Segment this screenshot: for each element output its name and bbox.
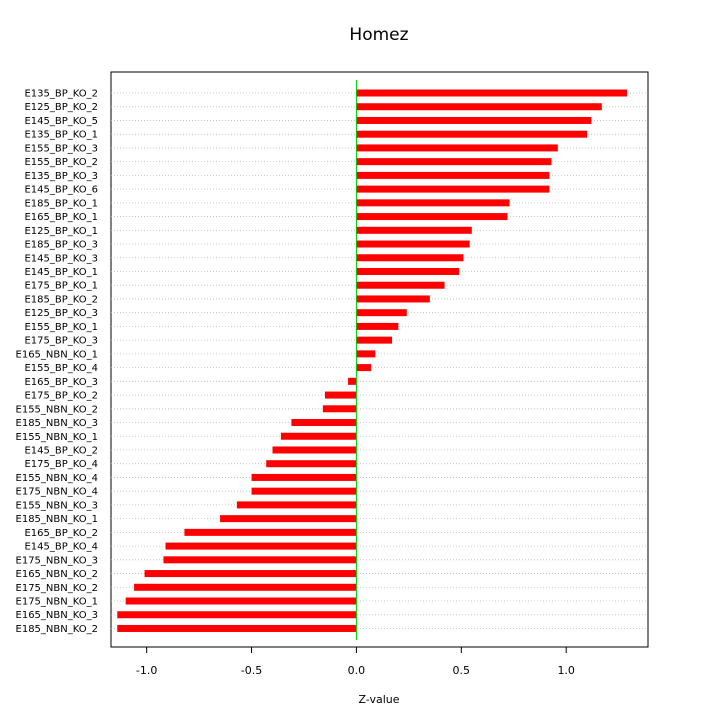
bar xyxy=(251,487,357,495)
x-tick-label: -0.5 xyxy=(241,664,262,677)
x-axis-label: Z-value xyxy=(358,693,399,706)
bar xyxy=(356,130,588,138)
y-tick-label: E145_BP_KO_2 xyxy=(24,445,98,456)
y-tick-label: E155_NBN_KO_3 xyxy=(16,500,98,511)
y-tick-label: E155_NBN_KO_2 xyxy=(16,404,98,415)
x-tick-label: -1.0 xyxy=(136,664,157,677)
y-tick-label: E175_BP_KO_2 xyxy=(24,391,98,402)
bar xyxy=(356,295,430,303)
bar xyxy=(356,240,470,248)
x-tick-label: 1.0 xyxy=(557,664,575,677)
y-tick-label: E175_BP_KO_1 xyxy=(24,281,98,292)
y-tick-label: E185_NBN_KO_2 xyxy=(16,624,98,635)
y-tick-label: E155_NBN_KO_4 xyxy=(16,473,98,484)
bar xyxy=(356,171,550,179)
grid-lines xyxy=(111,92,648,629)
bar xyxy=(356,322,399,330)
bar xyxy=(236,501,357,509)
bar xyxy=(356,158,552,166)
y-tick-label: E145_BP_KO_5 xyxy=(24,116,98,127)
y-tick-label: E125_BP_KO_1 xyxy=(24,226,98,237)
y-tick-label: E175_BP_KO_3 xyxy=(24,336,98,347)
y-tick-label: E155_BP_KO_2 xyxy=(24,157,98,168)
bar xyxy=(251,473,357,481)
y-tick-label: E155_NBN_KO_1 xyxy=(16,432,98,443)
chart-title: Homez xyxy=(349,25,408,45)
x-tick-label: 0.0 xyxy=(348,664,366,677)
bar xyxy=(356,103,602,111)
y-tick-label: E175_NBN_KO_4 xyxy=(16,487,98,498)
bar xyxy=(356,199,510,207)
bar xyxy=(163,556,357,564)
bar xyxy=(356,309,407,317)
bar xyxy=(356,254,464,262)
bars xyxy=(117,89,628,632)
bar xyxy=(322,405,357,413)
y-tick-label: E135_BP_KO_1 xyxy=(24,130,98,141)
bar xyxy=(324,391,357,399)
y-tick-label: E175_NBN_KO_1 xyxy=(16,597,98,608)
y-tick-label: E165_NBN_KO_3 xyxy=(16,610,98,621)
bar xyxy=(356,144,558,152)
bar xyxy=(165,542,357,550)
y-tick-label: E165_NBN_KO_2 xyxy=(16,569,98,580)
y-tick-label: E145_BP_KO_1 xyxy=(24,267,98,278)
bar xyxy=(356,226,472,234)
y-tick-label: E165_BP_KO_2 xyxy=(24,528,98,539)
y-tick-label: E185_NBN_KO_1 xyxy=(16,514,98,525)
y-tick-label: E185_BP_KO_3 xyxy=(24,240,98,251)
bar xyxy=(272,446,357,454)
bar xyxy=(356,116,592,124)
bar xyxy=(356,185,550,193)
bar xyxy=(266,460,357,468)
y-tick-label: E165_NBN_KO_1 xyxy=(16,349,98,360)
y-tick-label: E135_BP_KO_3 xyxy=(24,171,98,182)
y-tick-label: E125_BP_KO_2 xyxy=(24,102,98,113)
y-tick-label: E145_BP_KO_6 xyxy=(24,185,98,196)
y-tick-label: E165_BP_KO_1 xyxy=(24,212,98,223)
bar xyxy=(144,570,357,578)
y-tick-label: E145_BP_KO_3 xyxy=(24,253,98,264)
y-tick-label: E155_BP_KO_1 xyxy=(24,322,98,333)
bar xyxy=(280,432,357,440)
y-tick-label: E175_NBN_KO_2 xyxy=(16,583,98,594)
bar xyxy=(291,419,357,427)
y-tick-label: E155_BP_KO_3 xyxy=(24,143,98,154)
bar xyxy=(356,267,460,275)
y-tick-label: E135_BP_KO_2 xyxy=(24,89,98,100)
bar xyxy=(125,597,357,605)
y-tick-label: E145_BP_KO_4 xyxy=(24,542,98,553)
bar xyxy=(356,350,376,358)
y-tick-label: E175_BP_KO_4 xyxy=(24,459,98,470)
bar xyxy=(220,515,357,523)
y-tick-label: E125_BP_KO_3 xyxy=(24,308,98,319)
bar xyxy=(356,213,508,221)
y-tick-label: E155_BP_KO_4 xyxy=(24,363,98,374)
y-tick-label: E185_NBN_KO_3 xyxy=(16,418,98,429)
x-axis-ticks: -1.0 -0.5 0.0 0.5 1.0 xyxy=(136,646,575,677)
y-tick-label: E185_BP_KO_2 xyxy=(24,294,98,305)
bar xyxy=(348,377,357,385)
y-tick-label: E165_BP_KO_3 xyxy=(24,377,98,388)
bar xyxy=(117,611,357,619)
bar xyxy=(356,364,372,372)
y-tick-label: E185_BP_KO_1 xyxy=(24,198,98,209)
bar xyxy=(134,583,357,591)
y-tick-labels: E135_BP_KO_2 E125_BP_KO_2 E145_BP_KO_5 E135… xyxy=(16,89,98,635)
bar xyxy=(356,336,393,344)
bar xyxy=(117,624,357,632)
bar xyxy=(356,281,445,289)
bar xyxy=(184,528,357,536)
x-tick-label: 0.5 xyxy=(453,664,471,677)
bar xyxy=(356,89,628,97)
y-tick-label: E175_NBN_KO_3 xyxy=(16,555,98,566)
